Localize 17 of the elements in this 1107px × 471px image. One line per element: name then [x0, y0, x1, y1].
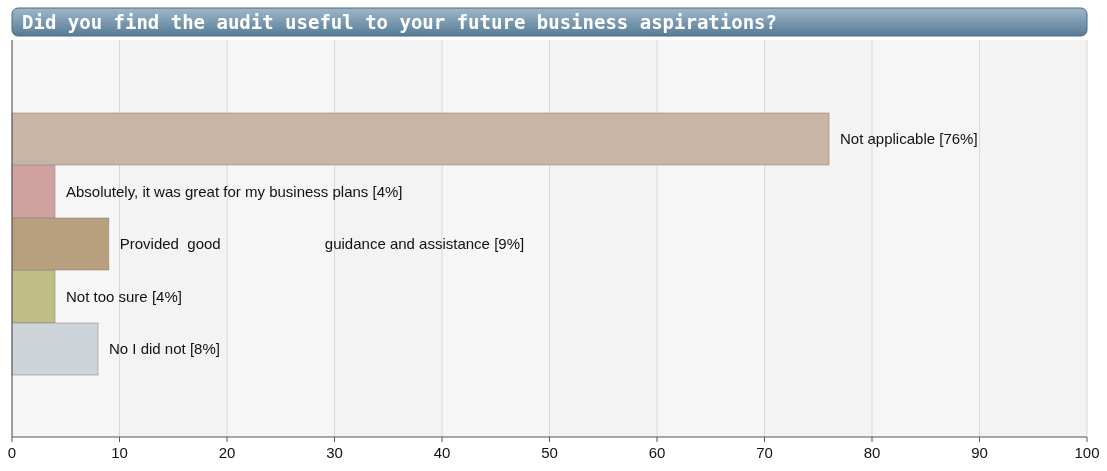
x-tick-label: 30 [326, 444, 343, 461]
x-tick-label: 60 [648, 444, 666, 461]
chart-title: Did you find the audit useful to your future business aspirations? [22, 11, 777, 33]
data-label: Not applicable [76%] [840, 130, 978, 148]
data-label: No I did not [8%] [109, 340, 220, 358]
x-tick-label: 50 [541, 444, 558, 461]
x-tick-label: 40 [433, 444, 451, 461]
x-tick-label: 100 [1074, 444, 1100, 461]
data-label: Not too sure [4%] [66, 287, 182, 305]
x-tick-label: 0 [7, 444, 17, 461]
x-tick-label: 70 [756, 444, 773, 461]
data-label: Provided good guidance and assistance [9%] [119, 235, 525, 253]
x-tick-label: 80 [863, 444, 881, 461]
x-tick-label: 10 [111, 444, 128, 461]
data-label: Absolutely, it was great for my business plans [4%] [66, 182, 403, 200]
x-tick-label: 90 [971, 444, 988, 461]
x-tick-label: 20 [218, 444, 236, 461]
